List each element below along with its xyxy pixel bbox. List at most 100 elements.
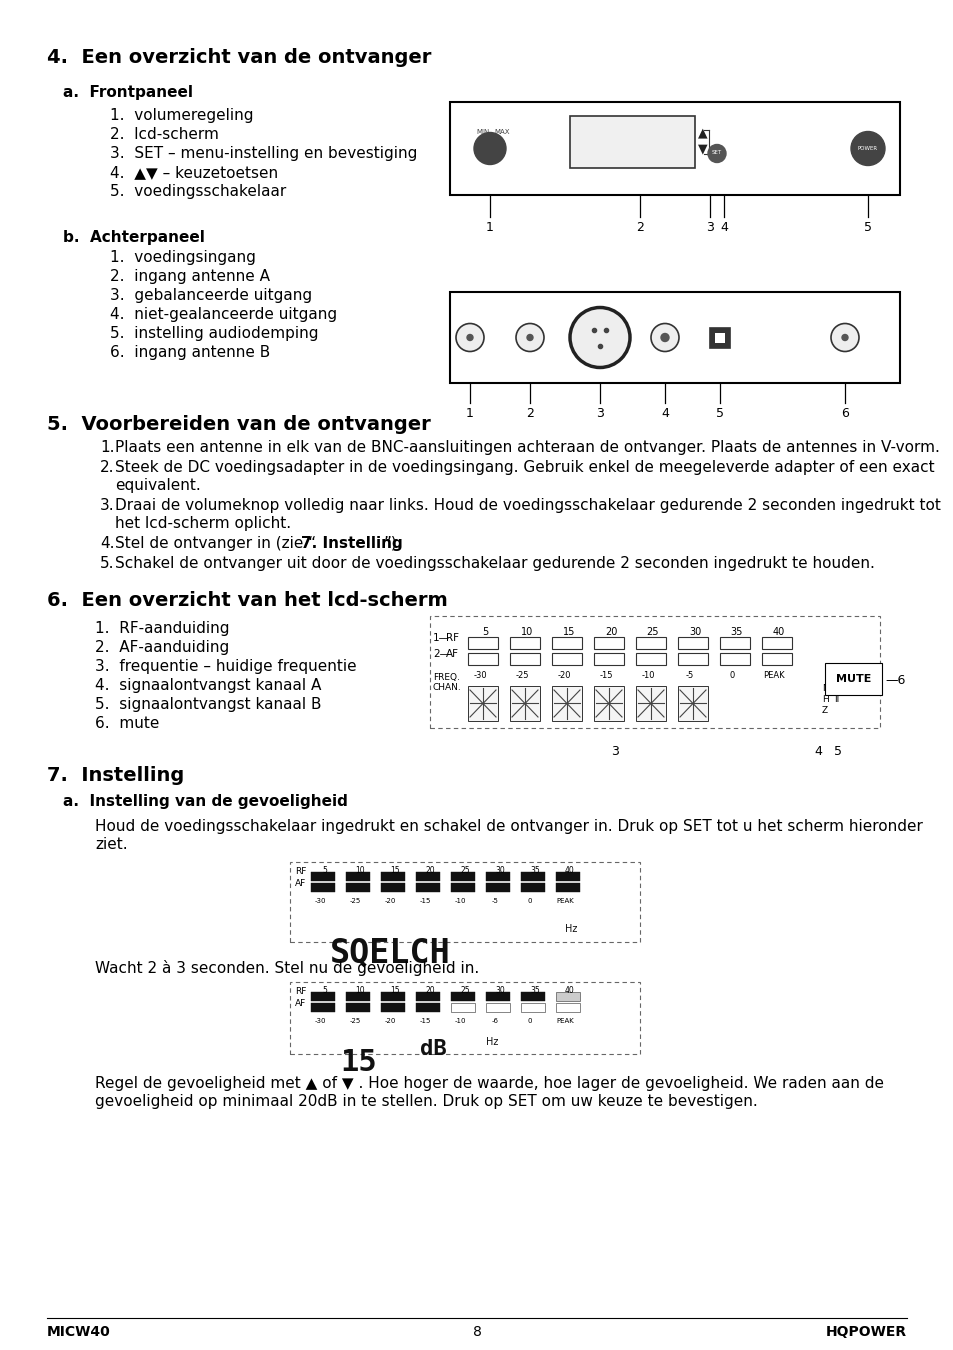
Bar <box>416 883 439 892</box>
Text: 4: 4 <box>660 406 668 420</box>
Bar <box>552 686 581 721</box>
Circle shape <box>516 324 543 351</box>
FancyBboxPatch shape <box>430 616 879 728</box>
Text: 1.  volumeregeling: 1. volumeregeling <box>110 108 253 123</box>
Circle shape <box>850 131 884 166</box>
Text: 2.: 2. <box>100 460 114 475</box>
Text: -10: -10 <box>454 1018 465 1025</box>
Bar <box>520 883 544 892</box>
Text: 35: 35 <box>530 986 539 995</box>
Bar <box>556 883 579 892</box>
Text: AF: AF <box>294 879 306 887</box>
Bar <box>468 653 497 666</box>
Text: -25: -25 <box>349 898 360 904</box>
Text: 35: 35 <box>530 865 539 875</box>
Text: 4: 4 <box>813 745 821 757</box>
Text: ▲: ▲ <box>698 126 707 139</box>
Text: 3: 3 <box>705 221 713 234</box>
Bar <box>468 686 497 721</box>
Text: ziet.: ziet. <box>95 837 128 852</box>
Text: 40: 40 <box>772 626 784 637</box>
Text: Schakel de ontvanger uit door de voedingsschakelaar gedurende 2 seconden ingedru: Schakel de ontvanger uit door de voeding… <box>115 556 874 571</box>
Text: 1.: 1. <box>100 440 114 455</box>
Text: 7. Instelling: 7. Instelling <box>301 536 402 551</box>
Text: 4.  signaalontvangst kanaal A: 4. signaalontvangst kanaal A <box>95 678 321 693</box>
Text: 1: 1 <box>485 221 494 234</box>
Bar <box>520 992 544 1000</box>
Text: 4.  ▲▼ – keuzetoetsen: 4. ▲▼ – keuzetoetsen <box>110 165 278 180</box>
Text: 4.: 4. <box>100 536 114 551</box>
Bar <box>569 116 695 167</box>
Text: 40: 40 <box>564 986 575 995</box>
Text: Draai de volumeknop volledig naar links. Houd de voedingsschakelaar gedurende 2 : Draai de volumeknop volledig naar links.… <box>115 498 940 513</box>
Text: POWER: POWER <box>857 146 877 151</box>
Text: 3.  gebalanceerde uitgang: 3. gebalanceerde uitgang <box>110 288 312 302</box>
Text: -20: -20 <box>384 898 395 904</box>
Text: 5: 5 <box>322 986 327 995</box>
Text: -30: -30 <box>473 671 486 680</box>
Text: Stel de ontvanger in (zie “: Stel de ontvanger in (zie “ <box>115 536 315 551</box>
Bar <box>451 883 475 892</box>
Text: 2: 2 <box>636 221 643 234</box>
Text: het lcd-scherm oplicht.: het lcd-scherm oplicht. <box>115 516 291 531</box>
Text: -5: -5 <box>685 671 694 680</box>
Text: AF: AF <box>294 999 306 1007</box>
Text: b.  Achterpaneel: b. Achterpaneel <box>63 230 205 244</box>
Text: 4: 4 <box>720 221 727 234</box>
Text: 5: 5 <box>863 221 871 234</box>
Text: PEAK: PEAK <box>556 1018 574 1025</box>
Bar <box>485 872 510 882</box>
Bar <box>416 1003 439 1012</box>
Text: 5.  voedingsschakelaar: 5. voedingsschakelaar <box>110 184 286 198</box>
Text: 4.  niet-gealanceerde uitgang: 4. niet-gealanceerde uitgang <box>110 306 336 323</box>
Bar <box>311 872 335 882</box>
Text: a.  Frontpaneel: a. Frontpaneel <box>63 85 193 100</box>
Circle shape <box>650 324 679 351</box>
Text: 3.  SET – menu-instelling en bevestiging: 3. SET – menu-instelling en bevestiging <box>110 146 417 161</box>
Bar <box>346 883 370 892</box>
Text: FREQ.: FREQ. <box>433 674 459 682</box>
Text: H: H <box>821 695 828 703</box>
Circle shape <box>707 144 725 162</box>
Text: 5.  signaalontvangst kanaal B: 5. signaalontvangst kanaal B <box>95 697 321 711</box>
Text: -25: -25 <box>349 1018 360 1025</box>
Text: equivalent.: equivalent. <box>115 478 200 493</box>
Text: 5: 5 <box>322 865 327 875</box>
Text: —6: —6 <box>884 674 904 687</box>
Bar <box>594 637 623 649</box>
Bar <box>311 1003 335 1012</box>
Bar <box>594 653 623 666</box>
Text: -15: -15 <box>419 898 430 904</box>
Text: 6.  ingang antenne B: 6. ingang antenne B <box>110 346 270 360</box>
Text: 30: 30 <box>688 626 700 637</box>
Bar <box>346 872 370 882</box>
Bar <box>556 1003 579 1012</box>
Text: ▼: ▼ <box>698 142 707 155</box>
Text: -15: -15 <box>598 671 612 680</box>
Text: SET: SET <box>711 150 721 155</box>
Text: 1: 1 <box>466 406 474 420</box>
Bar <box>451 1003 475 1012</box>
Text: 20: 20 <box>425 986 435 995</box>
Text: M: M <box>821 684 829 693</box>
Text: 15: 15 <box>390 986 399 995</box>
Text: -10: -10 <box>454 898 465 904</box>
Bar <box>594 686 623 721</box>
Text: MUTE: MUTE <box>835 674 870 684</box>
Bar <box>552 637 581 649</box>
Bar <box>720 653 749 666</box>
Bar <box>678 637 707 649</box>
Bar <box>450 103 899 194</box>
Text: RF: RF <box>446 633 458 643</box>
Bar <box>636 653 665 666</box>
Text: 0: 0 <box>527 898 532 904</box>
Text: 7.  Instelling: 7. Instelling <box>47 765 184 784</box>
Circle shape <box>474 132 505 165</box>
Text: RF: RF <box>294 987 306 996</box>
Bar <box>450 292 899 383</box>
Text: 4.  Een overzicht van de ontvanger: 4. Een overzicht van de ontvanger <box>47 49 431 68</box>
Text: II: II <box>833 695 839 703</box>
Text: ”).: ”). <box>384 536 402 551</box>
Text: 5: 5 <box>716 406 723 420</box>
Text: -25: -25 <box>515 671 528 680</box>
